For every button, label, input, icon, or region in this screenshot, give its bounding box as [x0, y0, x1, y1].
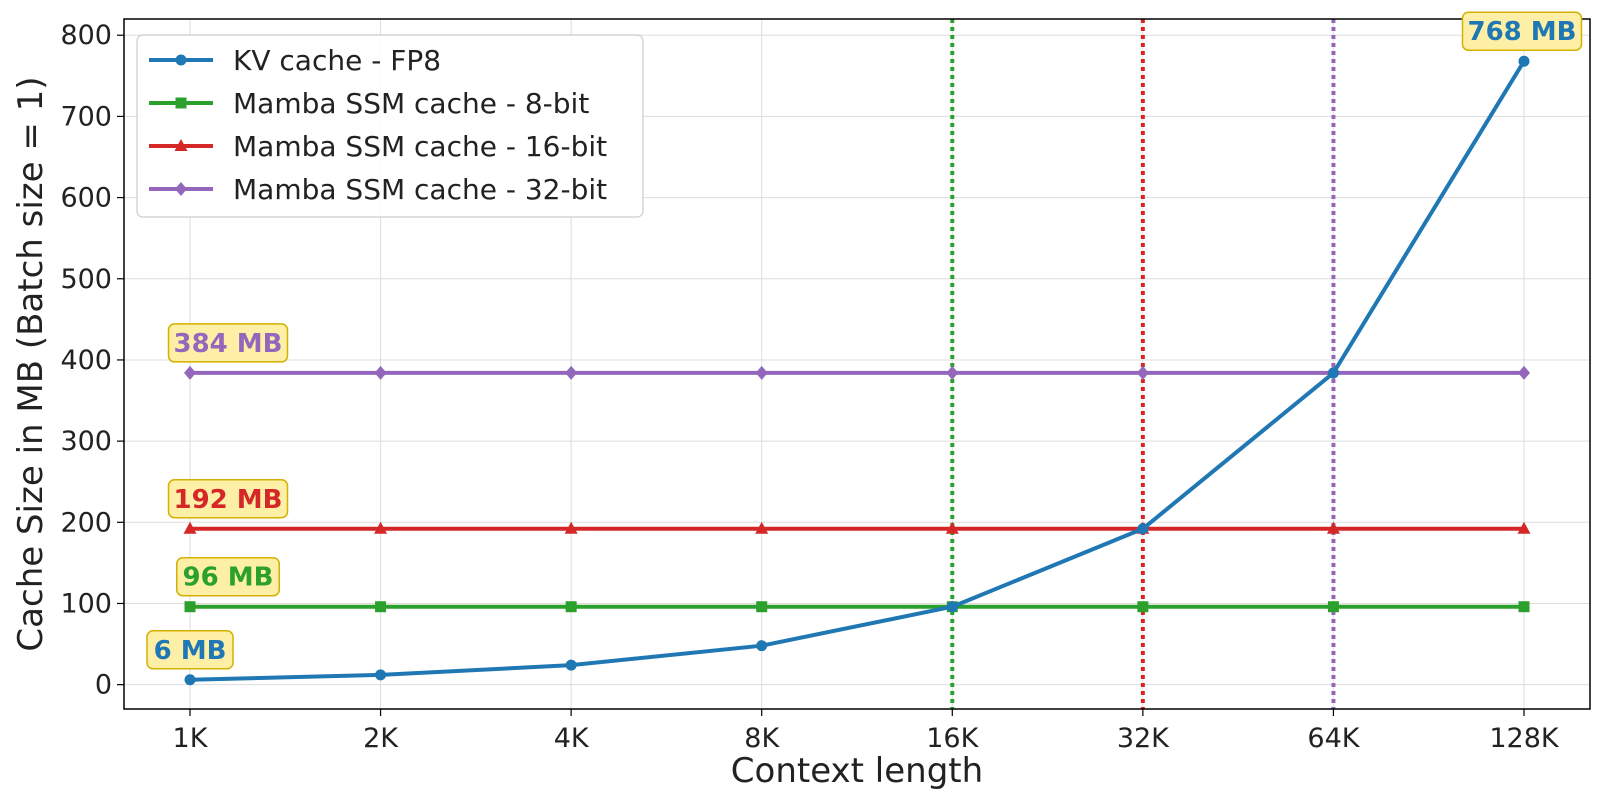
x-axis-title: Context length: [731, 751, 983, 791]
annotation-box: [167, 323, 289, 363]
annotation: 6 MB: [146, 630, 234, 670]
x-tick-label: 128K: [1489, 723, 1560, 754]
data-point: [184, 601, 196, 613]
legend-label: KV cache - FP8: [233, 44, 441, 77]
series-1: [184, 601, 1530, 613]
annotation-label: 768 MB: [1467, 17, 1576, 47]
annotation-box: [167, 479, 289, 519]
series-2: [183, 521, 1531, 534]
legend-label: Mamba SSM cache - 32-bit: [233, 173, 607, 206]
annotation-label: 192 MB: [173, 485, 282, 515]
data-point: [564, 521, 578, 534]
data-point: [1327, 601, 1339, 613]
x-tick-label: 2K: [363, 723, 399, 754]
y-tick-label: 300: [60, 426, 112, 457]
annotation: 96 MB: [176, 556, 280, 597]
data-point: [946, 365, 959, 380]
y-tick-label: 100: [60, 588, 112, 619]
data-point: [183, 521, 197, 534]
data-point: [1518, 601, 1530, 613]
legend-label: Mamba SSM cache - 8-bit: [233, 87, 589, 120]
annotation-label: 384 MB: [173, 329, 282, 359]
annotation-label: 96 MB: [183, 563, 274, 593]
data-point: [565, 659, 577, 671]
data-point: [756, 601, 768, 613]
x-axis: 1K 2K 4K 8K 16K 32K 64K 128K: [173, 709, 1560, 754]
reference-lines: [950, 19, 1336, 709]
annotations: 6 MB 96 MB 192 MB 384 MB 768 MB: [146, 11, 1583, 670]
data-point: [1518, 365, 1530, 380]
series-3: [184, 365, 1530, 380]
y-tick-label: 600: [60, 183, 112, 214]
data-point: [375, 601, 387, 613]
x-tick-label: 1K: [173, 723, 209, 754]
legend-entry: Mamba SSM cache - 16-bit: [149, 130, 607, 163]
y-tick-label: 700: [60, 101, 112, 132]
annotation-box: [176, 556, 280, 597]
legend-marker: [174, 139, 188, 151]
y-axis-title: Cache Size in MB (Batch size = 1): [11, 76, 51, 651]
data-point: [375, 669, 387, 681]
legend-marker: [175, 97, 187, 109]
legend-marker: [175, 54, 187, 66]
data-point: [945, 521, 959, 534]
data-point: [184, 365, 196, 380]
y-tick-label: 500: [60, 264, 112, 295]
data-point: [755, 521, 769, 534]
x-tick-label: 4K: [554, 723, 590, 754]
data-point: [1517, 521, 1531, 534]
data-point: [1327, 367, 1339, 379]
data-point: [755, 365, 768, 380]
data-point: [374, 365, 387, 380]
x-tick-label: 16K: [926, 723, 979, 754]
legend-entry: Mamba SSM cache - 8-bit: [149, 87, 589, 120]
legend-entry: Mamba SSM cache - 32-bit: [149, 173, 607, 206]
series-line: [189, 60, 1526, 682]
data-point: [1137, 523, 1149, 535]
data-point: [946, 601, 958, 613]
legend-entry: KV cache - FP8: [149, 44, 441, 77]
annotation: 192 MB: [167, 479, 289, 519]
data-point: [756, 640, 768, 652]
data-point: [1326, 521, 1340, 534]
annotation-box: [1461, 11, 1583, 51]
data-point: [1137, 601, 1149, 613]
data-point: [374, 521, 388, 534]
series-0: [184, 55, 1530, 686]
legend-label: Mamba SSM cache - 16-bit: [233, 130, 607, 163]
x-tick-label: 32K: [1117, 723, 1170, 754]
annotation-label: 6 MB: [154, 636, 227, 666]
legend: KV cache - FP8 Mamba SSM cache - 8-bit Mam…: [136, 34, 644, 218]
y-tick-label: 0: [95, 670, 112, 701]
annotation: 768 MB: [1461, 11, 1583, 51]
y-tick-label: 400: [60, 345, 112, 376]
annotation: 384 MB: [167, 323, 289, 363]
data-point: [1518, 55, 1530, 67]
legend-marker: [175, 182, 187, 196]
data-point: [565, 601, 577, 613]
annotation-box: [146, 630, 234, 670]
data-point: [1136, 365, 1149, 380]
x-tick-label: 64K: [1307, 723, 1360, 754]
y-tick-label: 200: [60, 507, 112, 538]
series-group: [183, 55, 1531, 686]
data-point: [565, 365, 578, 380]
y-axis: 0 100 200 300 400 500 600 700 800: [60, 20, 124, 701]
plot-frame: [123, 18, 1591, 710]
x-tick-label: 8K: [744, 723, 780, 754]
y-tick-label: 800: [60, 20, 112, 51]
legend-box: [136, 34, 644, 218]
data-point: [184, 674, 196, 686]
